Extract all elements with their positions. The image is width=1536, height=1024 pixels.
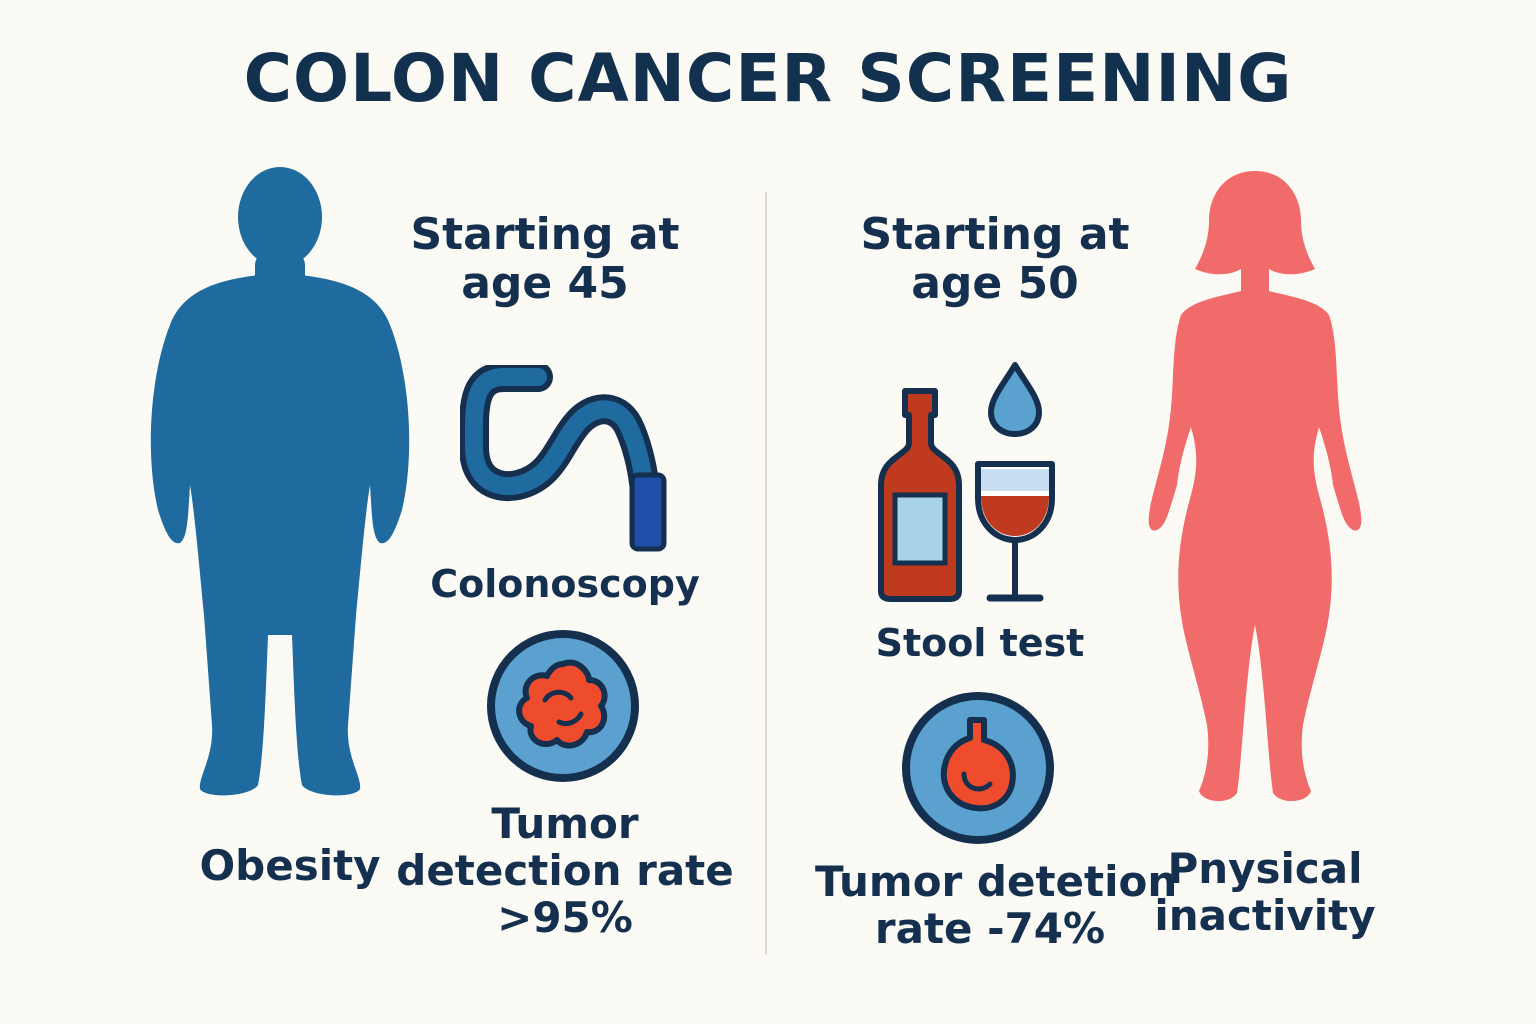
wine-bottle-icon (875, 385, 965, 605)
male-silhouette-icon (140, 165, 420, 805)
right-start-line1: Starting at (860, 209, 1130, 260)
left-rate-line2: detection rate (396, 846, 734, 896)
right-rate-line1: Tumor detetion (815, 857, 1178, 906)
female-silhouette-icon (1135, 165, 1375, 810)
left-risk-factor: Obesity (199, 841, 381, 890)
water-drop-icon (985, 360, 1045, 438)
tumor-badge-icon (900, 690, 1056, 846)
right-risk-line1: Pnysical (1167, 844, 1363, 893)
right-detection-rate: Tumor detetion rate -74% (815, 857, 1178, 954)
page-title: COLON CANCER SCREENING (243, 40, 1293, 117)
right-method-label: Stool test (875, 621, 1085, 665)
wine-glass-icon (970, 458, 1060, 608)
left-detection-rate: Tumor detection rate >95% (395, 800, 735, 941)
left-rate-line1: Tumor (491, 799, 639, 848)
right-start-age: Starting at age 50 (840, 210, 1150, 309)
colonoscope-icon (460, 365, 690, 555)
left-rate-line3: >95% (497, 893, 633, 943)
right-risk-factor: Pnysical inactivity (1150, 845, 1380, 939)
left-method-label: Colonoscopy (430, 562, 700, 606)
center-divider (765, 192, 767, 954)
left-start-line2: age 45 (461, 258, 629, 310)
right-rate-line2: rate -74% (874, 904, 1106, 954)
left-start-line1: Starting at (410, 209, 680, 260)
right-start-line2: age 50 (911, 258, 1079, 310)
left-start-age: Starting at age 45 (395, 210, 695, 309)
right-risk-line2: inactivity (1154, 891, 1376, 941)
tumor-badge-icon (485, 628, 641, 784)
